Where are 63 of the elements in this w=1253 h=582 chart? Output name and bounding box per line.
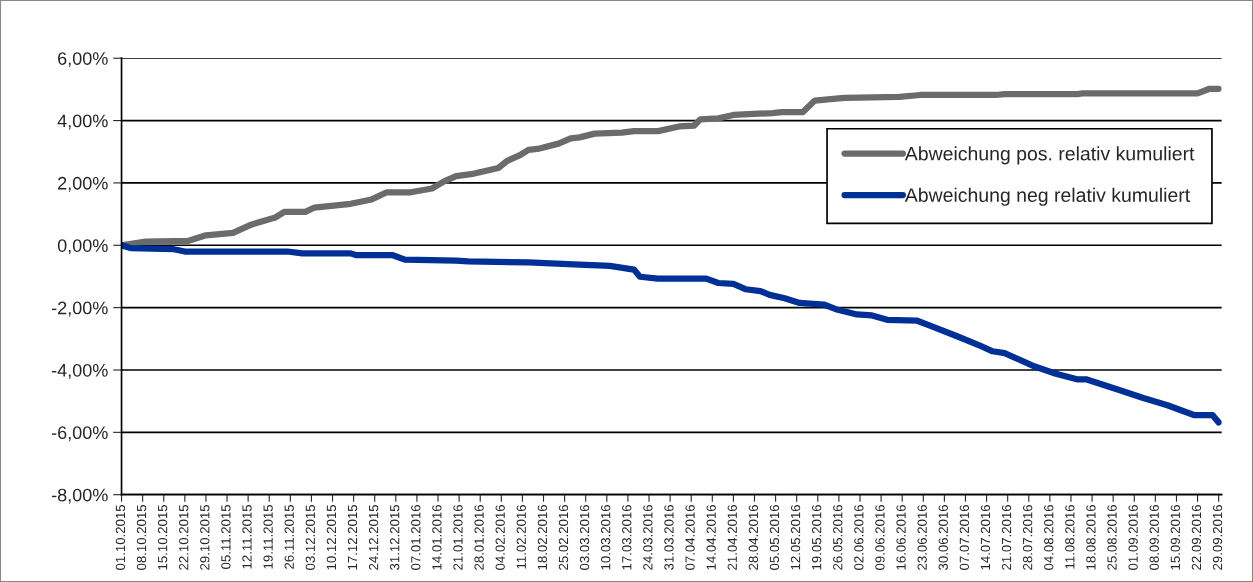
y-tick-label: -2,00% [51,301,108,317]
x-tick-label: 14.01.2016 [432,505,442,570]
x-tick-label: 08.09.2016 [1149,505,1159,570]
x-tick-label: 03.12.2015 [305,504,315,570]
x-tick-label: 02.06.2016 [854,505,864,570]
y-tick-label: -8,00% [51,488,108,504]
x-tick-label: 21.01.2016 [453,505,463,570]
y-tick-label: 2,00% [58,176,108,192]
x-tick-label: 23.06.2016 [917,505,927,570]
x-tick-label: 30.06.2016 [938,505,948,570]
x-tick-label: 25.02.2016 [558,505,569,570]
x-tick-label: 17.12.2015 [347,504,358,570]
x-tick-label: 04.02.2016 [495,505,505,570]
x-tick-label: 05.11.2015 [221,504,231,569]
legend-label: Abweichung pos. relativ kumuliert [904,146,1195,165]
x-tick-label: 18.08.2016 [1086,505,1096,570]
x-tick-label: 14.04.2016 [706,505,716,570]
x-tick-label: 22.10.2015 [179,504,189,570]
x-tick-label: 12.05.2016 [790,505,801,570]
x-tick-label: 28.07.2016 [1022,505,1033,570]
y-tick-label: 4,00% [57,114,108,130]
x-tick-label: 24.03.2016 [643,505,653,570]
x-tick-label: 31.12.2015 [390,504,400,570]
x-tick-label: 12.11.2015 [242,504,252,569]
x-tick-label: 01.10.2015 [115,504,126,570]
x-tick-label: 21.04.2016 [727,505,737,570]
x-tick-label: 08.10.2015 [136,504,147,570]
x-tick-label: 28.01.2016 [474,505,484,570]
x-tick-label: 11.02.2016 [516,505,526,569]
legend-label: Abweichung neg relativ kumuliert [904,187,1191,206]
x-tick-label: 11.08.2016 [1065,505,1075,569]
x-tick-label: 17.03.2016 [622,505,632,570]
x-tick-label: 03.03.2016 [579,505,590,570]
x-tick-label: 10.12.2015 [326,504,337,570]
x-tick-label: 26.11.2015 [284,504,294,569]
x-tick-label: 07.01.2016 [411,505,421,570]
x-tick-label: 07.04.2016 [685,505,695,570]
x-tick-label: 15.09.2016 [1170,505,1181,570]
x-tick-label: 07.07.2016 [959,505,970,570]
x-tick-label: 29.10.2015 [200,504,210,570]
x-tick-label: 09.06.2016 [875,505,885,570]
y-tick-label: -6,00% [51,426,108,442]
x-tick-label: 18.02.2016 [537,505,548,570]
x-tick-label: 01.09.2016 [1128,505,1138,570]
x-tick-label: 05.05.2016 [769,505,780,570]
x-tick-label: 15.10.2015 [157,504,168,570]
x-tick-label: 04.08.2016 [1044,505,1054,570]
x-tick-label: 25.08.2016 [1107,505,1117,570]
x-tick-label: 16.06.2016 [896,505,906,570]
x-tick-label: 28.04.2016 [748,505,759,570]
y-tick-label: 0,00% [57,239,108,255]
y-tick-label: -4,00% [51,363,108,379]
x-tick-label: 31.03.2016 [664,505,674,570]
x-tick-label: 24.12.2015 [368,504,379,570]
x-tick-label: 26.05.2016 [833,505,843,570]
x-tick-label: 19.11.2015 [263,504,273,569]
x-tick-label: 29.09.2016 [1212,505,1223,570]
x-tick-label: 21.07.2016 [1001,505,1012,570]
x-tick-label: 22.09.2016 [1191,505,1202,570]
y-tick-label: 6,00% [58,52,108,68]
x-tick-label: 14.07.2016 [980,505,991,570]
x-tick-label: 10.03.2016 [601,505,611,570]
x-tick-label: 19.05.2016 [811,505,822,570]
